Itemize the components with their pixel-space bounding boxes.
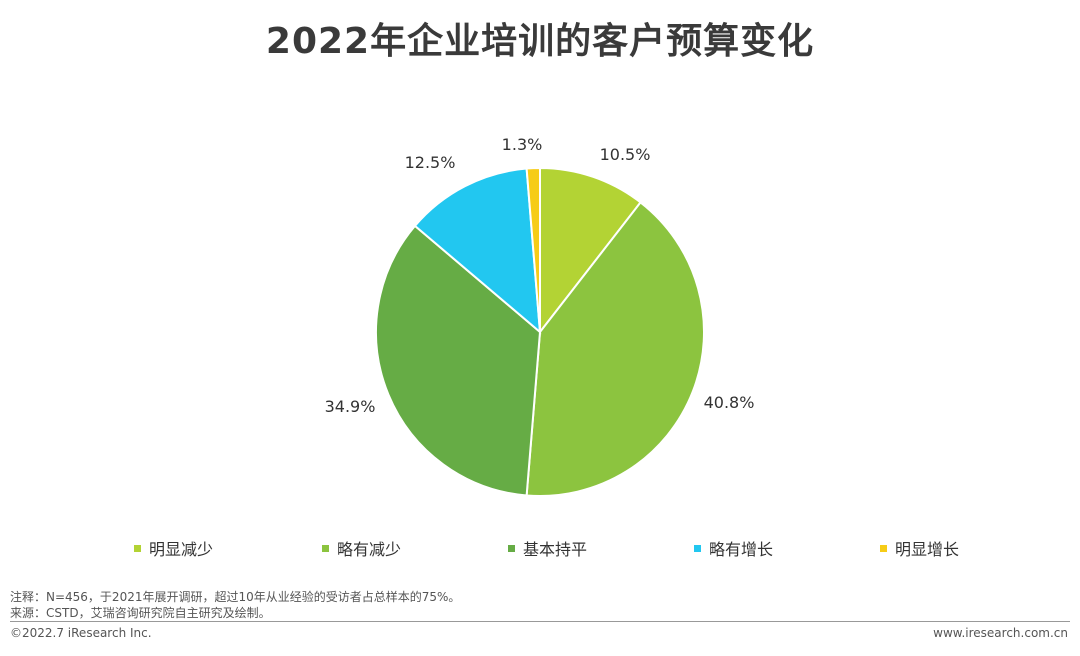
legend-item-3: 略有增长 [694,536,773,560]
legend-label: 明显减少 [149,540,214,559]
pie-slice-1 [525,201,705,497]
legend-item-4: 明显增长 [880,536,959,560]
data-label-2: 34.9% [325,397,376,416]
website-link[interactable]: www.iresearch.com.cn [933,626,1068,640]
chart-note: 注释：N=456，于2021年展开调研，超过10年从业经验的受访者占总样本的75… [10,590,461,604]
pie-slice-2 [375,224,542,497]
legend-item-2: 基本持平 [508,536,587,560]
legend-swatch [134,544,141,552]
legend-swatch [880,544,887,552]
legend-swatch [508,544,515,552]
legend-swatch [322,544,329,552]
copyright: ©2022.7 iResearch Inc. [10,626,152,640]
legend-item-0: 明显减少 [134,536,213,560]
legend-label: 基本持平 [523,540,588,559]
legend-item-1: 略有减少 [322,536,401,560]
legend-label: 明显增长 [895,540,960,559]
data-label-1: 40.8% [704,393,755,412]
chart-title: 2022年企业培训的客户预算变化 [265,21,815,62]
legend-label: 略有减少 [337,540,402,559]
data-label-4: 1.3% [502,135,543,154]
pie-slice-4 [525,166,541,333]
legend: 明显减少 略有减少 基本持平 略有增长 明显增长 [0,536,1080,560]
pie-slice-0 [539,166,642,335]
data-label-0: 10.5% [600,145,651,164]
pie-slice-3 [413,167,542,335]
footer-divider [10,621,1070,622]
legend-swatch [694,544,701,552]
chart-source: 来源：CSTD，艾瑞咨询研究院自主研究及绘制。 [10,606,271,620]
data-label-3: 12.5% [405,153,456,172]
legend-label: 略有增长 [709,540,774,559]
